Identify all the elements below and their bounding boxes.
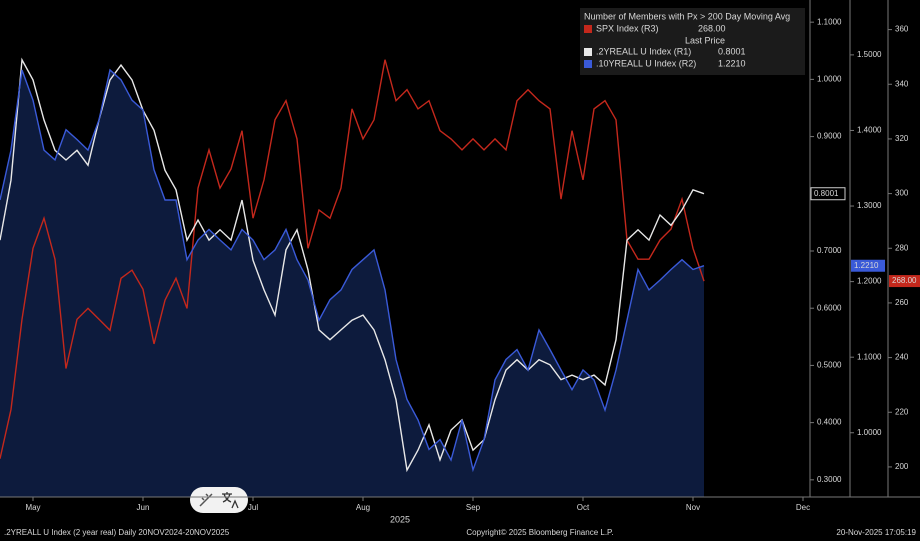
last-value-tag — [889, 275, 920, 288]
last-value-label: 268.00 — [892, 276, 917, 285]
y-tick-label: 0.4000 — [817, 418, 842, 427]
y-tick-label: 0.3000 — [817, 475, 842, 484]
last-value-tag — [851, 259, 885, 272]
y-tick-label: 0.5000 — [817, 361, 842, 370]
y-tick-label: 220 — [895, 407, 909, 416]
y-tick-label: 1.4000 — [857, 126, 882, 135]
y-tick-label: 360 — [895, 25, 909, 34]
legend-title: Number of Members with Px > 200 Day Movi… — [584, 11, 790, 21]
legend-label: .10YREALL U Index (R2) — [596, 58, 696, 68]
y-tick-label: 320 — [895, 134, 909, 143]
y-tick-label: 1.5000 — [857, 50, 882, 59]
x-tick-label: Jul — [248, 503, 258, 512]
x-tick-label: May — [25, 503, 40, 512]
magic-icon[interactable] — [199, 493, 213, 507]
y-tick-label: 300 — [895, 189, 909, 198]
translate-icon[interactable] — [222, 492, 239, 509]
legend-swatch — [584, 60, 592, 68]
y-tick-label: 1.2000 — [857, 277, 882, 286]
footer-right: 20-Nov-2025 17:05:19 — [836, 528, 916, 537]
series-line — [0, 57, 705, 473]
area-fill — [0, 70, 704, 497]
y-tick-label: 0.9000 — [817, 132, 842, 141]
y-tick-label: 280 — [895, 243, 909, 252]
x-tick-label: Nov — [686, 503, 700, 512]
x-tick-label: Jun — [137, 503, 150, 512]
x-tick-label: Dec — [796, 503, 810, 512]
y-tick-label: 0.7000 — [817, 246, 842, 255]
x-tick-label: Oct — [577, 503, 590, 512]
y-tick-label: 1.1000 — [817, 17, 842, 26]
legend-value: 268.00 — [698, 23, 726, 33]
y-tick-label: 1.1000 — [857, 352, 882, 361]
toolbar-pill[interactable] — [190, 487, 248, 513]
y-tick-label: 1.3000 — [857, 201, 882, 210]
y-tick-label: 0.6000 — [817, 303, 842, 312]
legend-label: .2YREALL U Index (R1) — [596, 46, 691, 56]
footer-center: Copyright© 2025 Bloomberg Finance L.P. — [466, 528, 613, 537]
series-line — [0, 68, 705, 473]
x-tick-label: Aug — [356, 503, 370, 512]
last-value-tag — [810, 187, 846, 201]
y-tick-label: 200 — [895, 462, 909, 471]
legend-value: 1.2210 — [718, 58, 746, 68]
legend-box — [580, 8, 805, 75]
last-value-label: 0.8001 — [814, 189, 839, 198]
plot-area — [0, 57, 705, 497]
y-tick-label: 1.0000 — [857, 428, 882, 437]
y-tick-label: 1.0000 — [817, 74, 842, 83]
y-tick-label: 260 — [895, 298, 909, 307]
y-tick-label: 340 — [895, 79, 909, 88]
footer-left: .2YREALL U Index (2 year real) Daily 20N… — [4, 528, 230, 537]
legend-swatch — [584, 48, 592, 56]
y-tick-label: 240 — [895, 353, 909, 362]
x-axis-label: 2025 — [390, 514, 410, 524]
series-line — [0, 59, 705, 459]
x-tick-label: Sep — [466, 503, 481, 512]
toolbar[interactable] — [190, 487, 248, 513]
legend-subtitle: Last Price — [685, 35, 725, 45]
last-value-label: 1.2210 — [854, 261, 879, 270]
legend-label: SPX Index (R3) — [596, 23, 659, 33]
legend-swatch — [584, 25, 592, 33]
legend-value: 0.8001 — [718, 46, 746, 56]
